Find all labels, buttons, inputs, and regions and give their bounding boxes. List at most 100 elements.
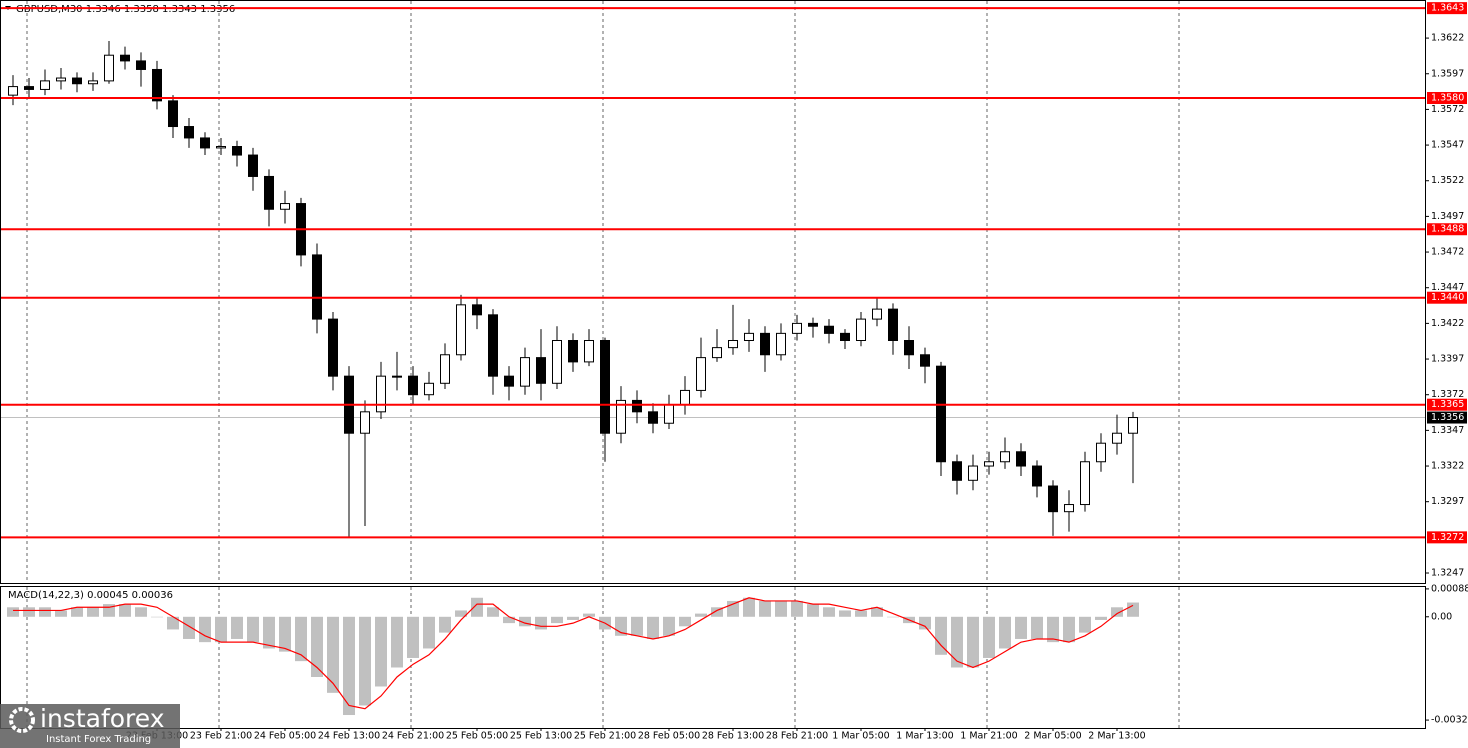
candle-body: [376, 375, 386, 413]
candle-body: [72, 77, 82, 85]
macd-bar: [215, 616, 227, 643]
candle-body: [920, 354, 930, 367]
y-tick-label: 1.3547: [1431, 140, 1464, 151]
y-tick-label: 1.3422: [1431, 318, 1464, 329]
candle-body: [1096, 442, 1106, 463]
macd-bar: [1127, 602, 1139, 617]
x-tick-label: 25 Feb 05:00: [446, 731, 508, 742]
macd-bar: [871, 607, 883, 617]
macd-bar: [39, 607, 51, 617]
candle-body: [680, 389, 690, 406]
candle-body: [488, 314, 498, 377]
x-tick-label: 24 Feb 21:00: [382, 731, 444, 742]
current-price-label: 1.3356: [1431, 412, 1464, 423]
macd-bar: [247, 616, 259, 643]
y-tick-label: 1.3297: [1431, 496, 1464, 507]
candle-body: [440, 354, 450, 384]
chart-title: GBPUSD,M30 1.3346 1.3358 1.3343 1.3356: [16, 4, 235, 15]
macd-bar: [791, 600, 803, 617]
candle-body: [504, 375, 514, 387]
candle-body: [248, 154, 258, 177]
macd-bar: [823, 607, 835, 617]
candle-body: [424, 382, 434, 396]
main-panel: [0, 0, 1426, 584]
x-tick-label: 25 Feb 21:00: [574, 731, 636, 742]
macd-bar: [7, 607, 19, 617]
macd-bar: [807, 604, 819, 617]
macd-bar: [23, 607, 35, 617]
macd-bar: [855, 610, 867, 617]
macd-bar: [1031, 616, 1043, 639]
candle-body: [1032, 465, 1042, 487]
candle-body: [1128, 417, 1138, 434]
candle-body: [584, 340, 594, 363]
macd-bar: [551, 616, 563, 624]
candle-body: [664, 404, 674, 424]
candle-body: [264, 175, 274, 210]
candle-body: [792, 322, 802, 334]
level-label-bg: [1427, 92, 1467, 104]
candle-body: [648, 411, 658, 424]
macd-bar: [1015, 616, 1027, 639]
candle-body: [184, 126, 194, 139]
x-tick-label: 28 Feb 13:00: [702, 731, 764, 742]
signal-line: [13, 597, 1134, 710]
candle-body: [616, 399, 626, 434]
x-tick-label: 2 Mar 05:00: [1024, 731, 1081, 742]
macd-bar: [711, 607, 723, 617]
y-tick-label: 1.3622: [1431, 33, 1464, 44]
macd-bar: [183, 616, 195, 639]
candle-body: [1064, 504, 1074, 513]
macd-bar: [695, 613, 707, 617]
macd-bar: [647, 616, 659, 639]
macd-bar: [679, 616, 691, 627]
candle-body: [968, 465, 978, 481]
candle-body: [40, 80, 50, 90]
macd-bar: [1047, 616, 1059, 643]
watermark-tagline: Instant Forex Trading: [46, 734, 151, 745]
x-tick-label: 1 Mar 21:00: [960, 731, 1017, 742]
candle-body: [776, 332, 786, 356]
level-label-bg: [1427, 2, 1467, 15]
macd-bar: [391, 616, 403, 668]
candle-body: [120, 54, 130, 62]
macd-bar: [663, 616, 675, 636]
candle-body: [1112, 432, 1122, 444]
candle-body: [328, 318, 338, 377]
level-label-bg: [1427, 398, 1467, 411]
candle-body: [152, 68, 162, 102]
macd-bar: [487, 607, 499, 617]
macd-bar: [279, 616, 291, 652]
macd-bar: [71, 607, 83, 617]
macd-bar: [231, 616, 243, 639]
candle-body: [8, 86, 18, 96]
level-label-bg: [1427, 223, 1467, 236]
macd-bar: [1095, 616, 1107, 620]
candle-body: [1000, 451, 1010, 463]
macd-bar: [951, 616, 963, 668]
candle-body: [568, 340, 578, 363]
candle-body: [200, 137, 210, 149]
candle-body: [1016, 451, 1026, 467]
macd-bar: [999, 616, 1011, 649]
macd-bar: [359, 616, 371, 706]
x-tick-label: 1 Mar 05:00: [832, 731, 889, 742]
x-tick-label: 25 Feb 13:00: [510, 731, 572, 742]
macd-bar: [567, 616, 579, 620]
macd-title: MACD(14,22,3) 0.00045 0.00036: [8, 590, 173, 601]
candle-body: [456, 304, 466, 356]
candle-body: [392, 375, 402, 378]
watermark-logo: [9, 707, 35, 733]
macd-bar: [471, 597, 483, 617]
level-label: 1.3272: [1431, 532, 1464, 543]
macd-bar: [1063, 616, 1075, 643]
watermark-name: instaforex: [40, 704, 165, 733]
macd-bar: [727, 600, 739, 617]
macd-bar: [407, 616, 419, 658]
macd-bar: [327, 616, 339, 693]
macd-bar: [423, 616, 435, 649]
y-tick-label: 1.3522: [1431, 175, 1464, 186]
candle-body: [744, 332, 754, 341]
